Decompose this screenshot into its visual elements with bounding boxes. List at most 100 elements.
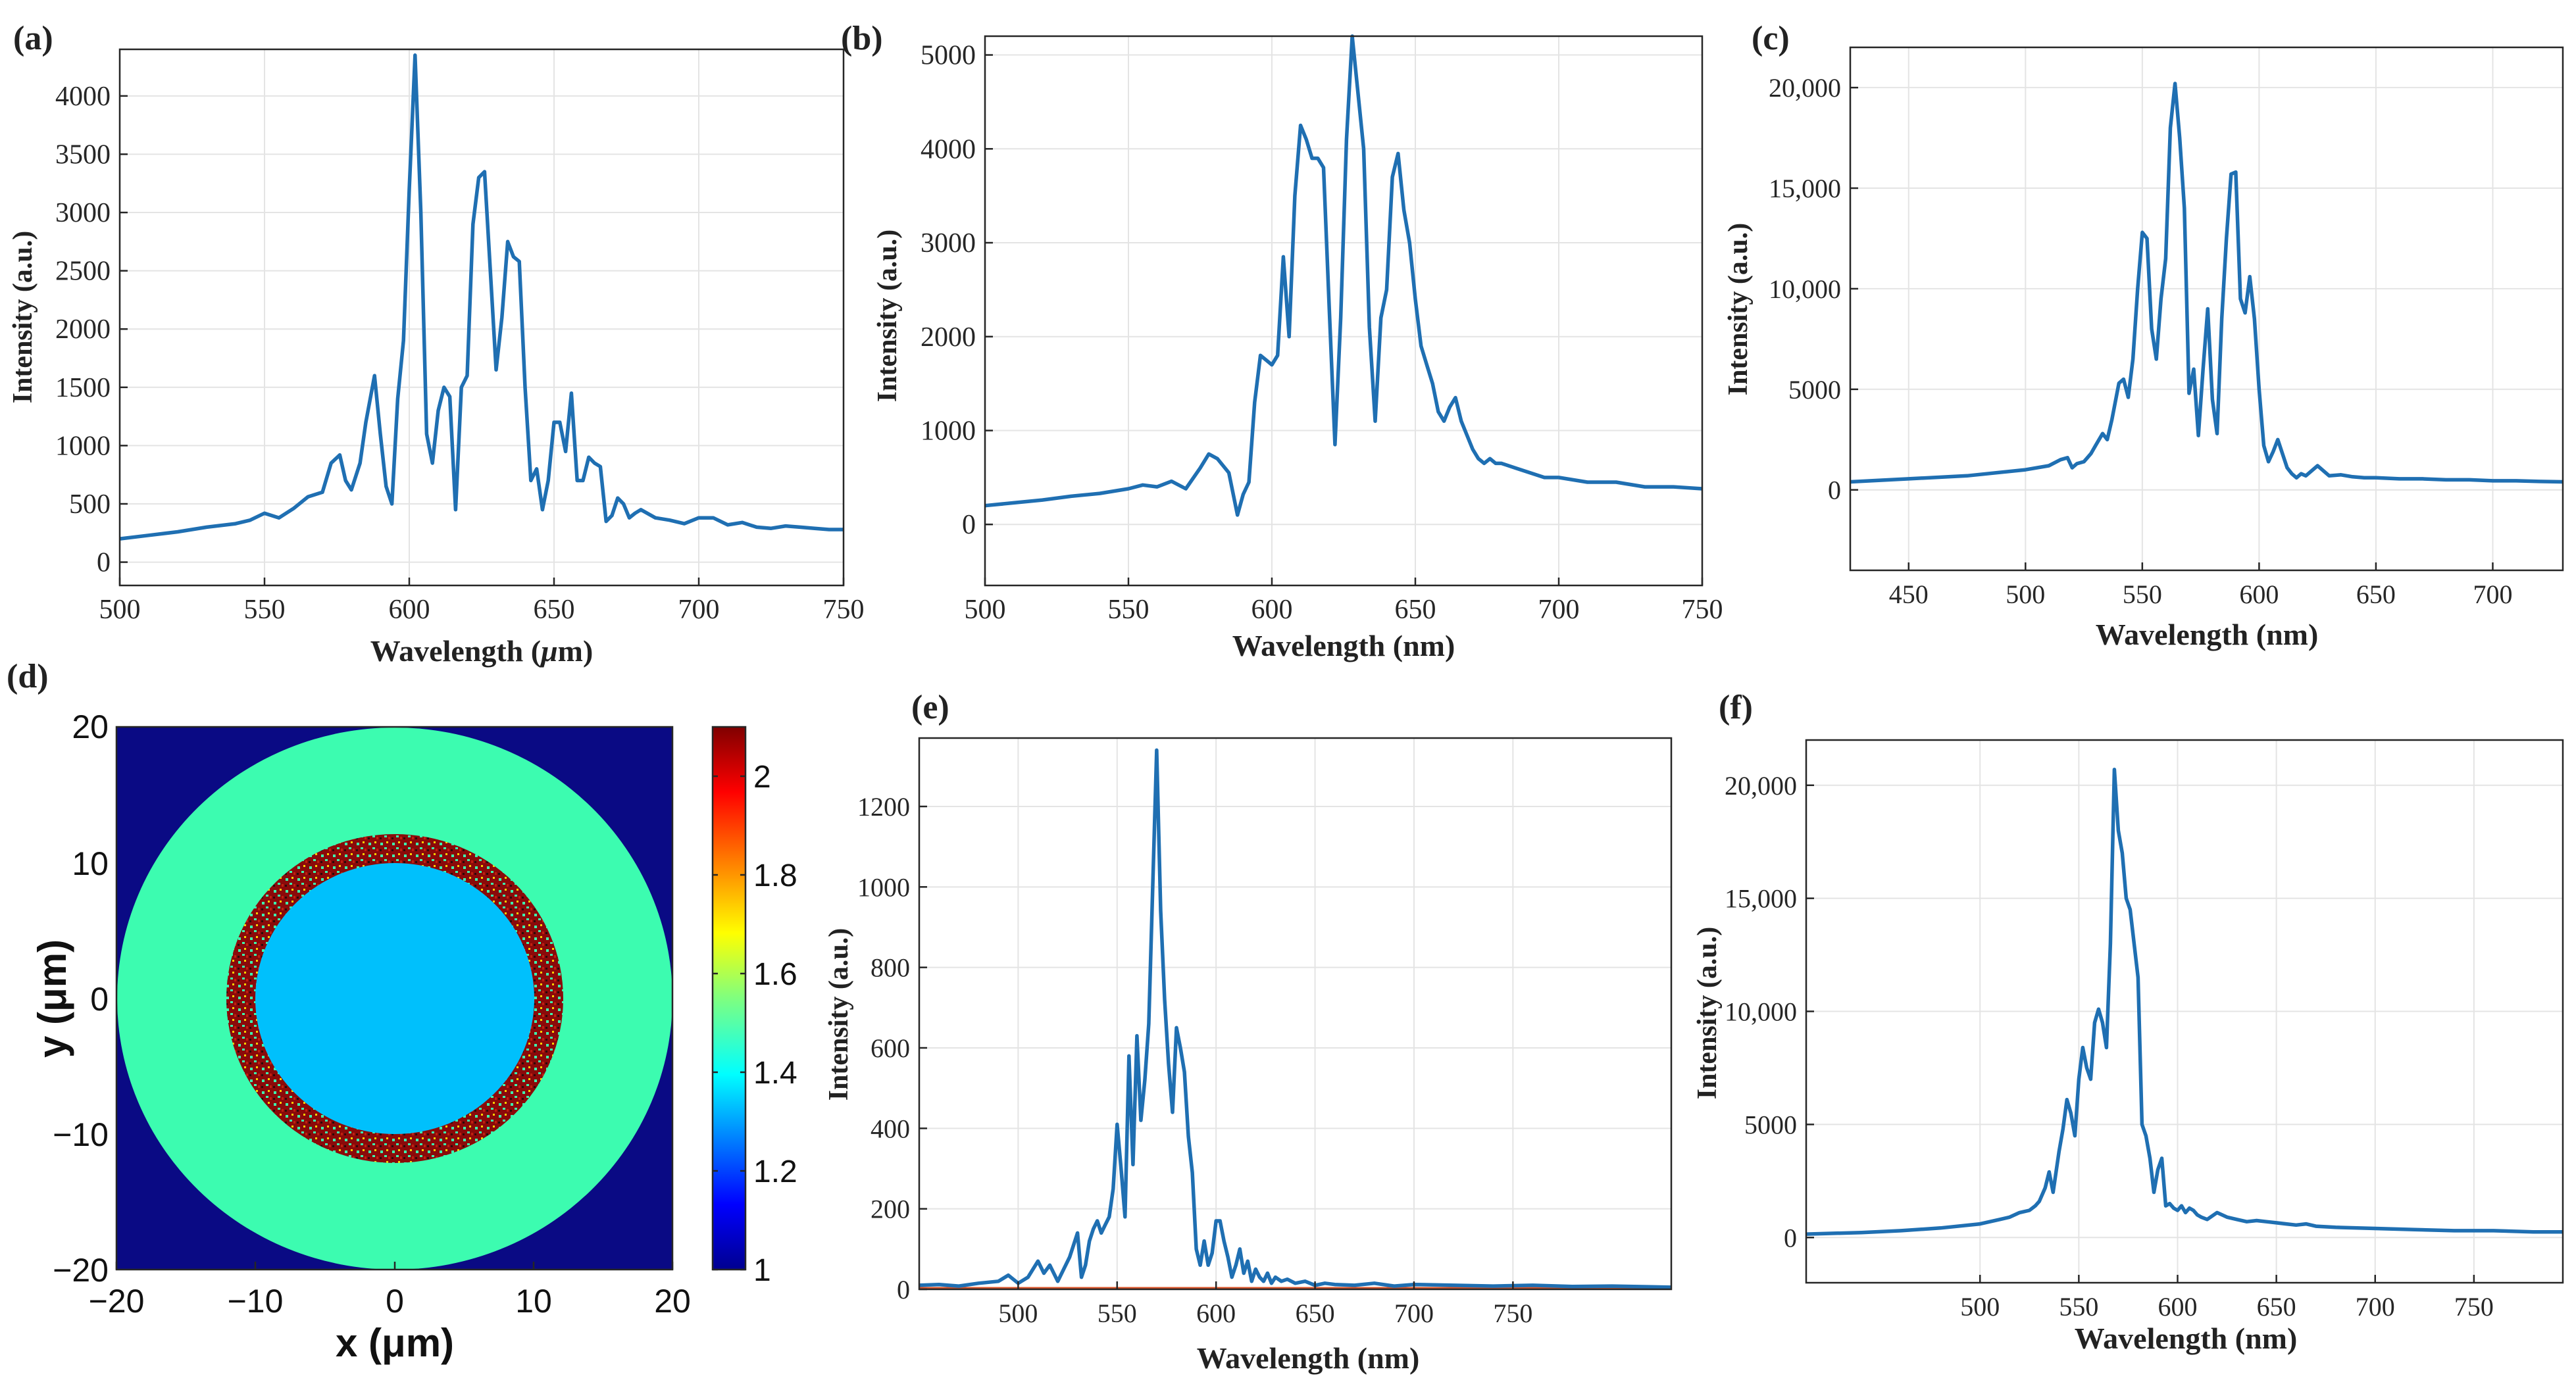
panel-c-x-axis-label: Wavelength (nm) [2096,618,2319,651]
panel-a-y-tick-label: 2000 [55,314,111,345]
panel-d-y-axis-label: y (μm) [30,939,74,1058]
panel-a-y-tick-label: 1500 [55,373,111,403]
panel-c-x-tick-label: 700 [2473,580,2512,609]
panel-a-x-tick-label: 600 [389,595,430,625]
panel-a-spectrum-series [119,53,844,541]
panel-e-y-tick-label: 200 [871,1195,910,1224]
panel-a-x-axis-label: Wavelength (μm) [370,634,593,668]
panel-b-y-tick-label: 0 [962,510,976,540]
panel-c-line-chart: (c) 450 500 550 600 650 700 0 5000 10,000 15,000 2… [1723,20,2564,651]
panel-b-x-tick-label: 700 [1538,595,1580,625]
panel-e-x-tick-label: 650 [1296,1299,1335,1328]
colorbar-tick-label: 1 [753,1253,771,1288]
panel-e-x-tick-label: 700 [1394,1299,1434,1328]
colorbar-tick-label: 1.8 [753,858,797,893]
panel-c-axes-box [1849,46,2564,572]
panel-c-y-tick-label: 20,000 [1769,73,1841,103]
panel-label-d: (d) [7,658,49,695]
panel-f-x-tick-label: 500 [1960,1292,2000,1322]
panel-c-x-tick-label: 550 [2123,580,2162,609]
panel-f-line-chart: (f) 500 550 600 650 700 750 0 5000 10,000 15,000 2… [1692,689,2564,1355]
panel-c-y-axis-label: Intensity (a.u.) [1723,223,1754,396]
colorbar-tick-label: 1.6 [753,957,797,992]
panel-f-x-axis-label: Wavelength (nm) [2075,1322,2298,1355]
panel-b-axes-box [984,35,1704,587]
panel-f-x-tick-label: 700 [2356,1292,2395,1322]
panel-e-y-tick-label: 800 [871,953,910,983]
panel-f-spectrum-series [1806,767,2563,1236]
panel-c-y-tick-label: 0 [1828,476,1841,505]
panel-d-y-tick: −10 [53,1116,109,1153]
panel-b-x-axis-label: Wavelength (nm) [1232,629,1455,662]
panel-a-y-tick-label: 1000 [55,431,111,461]
panel-f-x-tick-label: 750 [2454,1292,2494,1322]
panel-d-heatmap: (d) −20 −10 0 10 20 20 10 0 −10 −20 x (μ… [7,658,797,1365]
panel-f-x-tick-label: 600 [2158,1292,2197,1322]
panel-c-x-tick-label: 650 [2356,580,2396,609]
panel-f-y-tick-label: 20,000 [1725,771,1797,801]
panel-a-y-tick-label: 4000 [55,82,111,112]
panel-e-y-tick-label: 0 [897,1275,910,1304]
panel-e-x-tick-label: 600 [1196,1299,1236,1328]
panel-c-y-tick-label: 15,000 [1769,174,1841,203]
panel-d-y-tick: 0 [90,981,109,1018]
panel-e-x-tick-label: 550 [1098,1299,1137,1328]
panel-d-x-axis-label: x (μm) [336,1321,454,1365]
panel-f-y-axis-label: Intensity (a.u.) [1692,927,1723,1100]
heatmap-core-region [255,863,534,1134]
panel-d-x-tick: 10 [515,1283,552,1320]
panel-e-y-tick-label: 1000 [857,872,910,902]
panel-b-y-axis-label: Intensity (a.u.) [872,230,903,403]
panel-b-x-tick-label: 650 [1395,595,1436,625]
panel-c-x-tick-label: 600 [2239,580,2279,609]
panel-d-x-tick: 0 [386,1283,404,1320]
panel-e-x-tick-label: 750 [1493,1299,1532,1328]
panel-b-y-tick-label: 4000 [921,134,976,164]
colorbar [711,726,747,1271]
colorbar-tick-label: 1.2 [753,1154,797,1189]
panel-d-y-tick: −20 [53,1252,109,1289]
panel-a-x-tick-label: 550 [244,595,286,625]
panel-e-x-axis-label: Wavelength (nm) [1197,1341,1420,1375]
panel-c-spectrum-series [1850,82,2563,484]
panel-f-x-tick-label: 650 [2257,1292,2296,1322]
panel-label-b: (b) [841,20,883,57]
panel-f-y-tick-label: 10,000 [1725,997,1797,1027]
panel-c-x-tick-label: 450 [1889,580,1929,609]
panel-a-x-tick-label: 750 [823,595,865,625]
panel-label-a: (a) [13,20,53,57]
panel-a-y-tick-label: 500 [69,489,111,520]
panel-b-x-tick-label: 600 [1251,595,1293,625]
panel-b-x-tick-label: 500 [965,595,1006,625]
panel-e-y-tick-label: 400 [871,1114,910,1143]
panel-a-y-tick-label: 3000 [55,198,111,228]
panel-b-y-tick-label: 1000 [921,416,976,446]
panel-b-x-tick-label: 750 [1682,595,1723,625]
panel-b-y-tick-label: 5000 [921,41,976,71]
panel-label-c: (c) [1752,20,1790,57]
panel-a-y-axis-label: Intensity (a.u.) [8,231,38,404]
panel-e-line-chart: (e) 500 550 600 650 700 750 0 200 400 600 800 1000 1… [824,689,1673,1375]
panel-d-y-tick: 20 [72,708,109,745]
panel-f-y-tick-label: 15,000 [1725,884,1797,914]
panel-a-line-chart: (a) 500 550 600 650 700 750 0 500 1000 1500 2000 25… [8,20,865,668]
panel-d-x-tick: −10 [228,1283,284,1320]
panel-a-y-tick-label: 0 [97,548,111,578]
panel-b-y-tick-label: 2000 [921,322,976,353]
panel-e-spectrum-series [919,748,1672,1289]
panel-a-x-tick-label: 650 [534,595,575,625]
panel-a-x-tick-label: 700 [678,595,720,625]
panel-f-x-tick-label: 550 [2059,1292,2098,1322]
panel-label-f: (f) [1719,689,1753,726]
panel-b-y-tick-label: 3000 [921,228,976,259]
colorbar-tick-label: 1.4 [753,1056,797,1091]
panel-e-y-tick-label: 1200 [857,792,910,822]
panel-a-y-tick-label: 3500 [55,139,111,170]
panel-f-y-tick-label: 5000 [1744,1110,1797,1139]
panel-a-x-tick-label: 500 [99,595,141,625]
panel-e-y-tick-label: 600 [871,1033,910,1063]
panel-e-y-axis-label: Intensity (a.u.) [824,928,854,1101]
colorbar-tick-label: 2 [753,760,771,795]
panel-f-y-tick-label: 0 [1784,1223,1797,1252]
